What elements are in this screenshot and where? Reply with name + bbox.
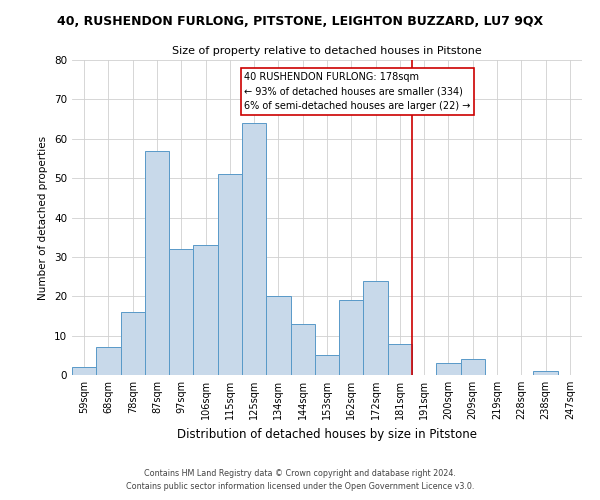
Bar bbox=[266, 296, 290, 375]
Bar bbox=[388, 344, 412, 375]
Bar bbox=[169, 249, 193, 375]
X-axis label: Distribution of detached houses by size in Pitstone: Distribution of detached houses by size … bbox=[177, 428, 477, 440]
Bar bbox=[436, 363, 461, 375]
Bar bbox=[364, 280, 388, 375]
Text: Contains HM Land Registry data © Crown copyright and database right 2024.: Contains HM Land Registry data © Crown c… bbox=[144, 468, 456, 477]
Bar bbox=[290, 324, 315, 375]
Bar bbox=[218, 174, 242, 375]
Text: 40 RUSHENDON FURLONG: 178sqm
← 93% of detached houses are smaller (334)
6% of se: 40 RUSHENDON FURLONG: 178sqm ← 93% of de… bbox=[244, 72, 471, 112]
Title: Size of property relative to detached houses in Pitstone: Size of property relative to detached ho… bbox=[172, 46, 482, 56]
Bar bbox=[461, 359, 485, 375]
Bar bbox=[96, 348, 121, 375]
Y-axis label: Number of detached properties: Number of detached properties bbox=[38, 136, 49, 300]
Bar bbox=[315, 356, 339, 375]
Text: Contains public sector information licensed under the Open Government Licence v3: Contains public sector information licen… bbox=[126, 482, 474, 491]
Bar bbox=[533, 371, 558, 375]
Bar bbox=[72, 367, 96, 375]
Bar bbox=[145, 150, 169, 375]
Bar bbox=[121, 312, 145, 375]
Bar bbox=[193, 245, 218, 375]
Bar bbox=[242, 123, 266, 375]
Text: 40, RUSHENDON FURLONG, PITSTONE, LEIGHTON BUZZARD, LU7 9QX: 40, RUSHENDON FURLONG, PITSTONE, LEIGHTO… bbox=[57, 15, 543, 28]
Bar bbox=[339, 300, 364, 375]
